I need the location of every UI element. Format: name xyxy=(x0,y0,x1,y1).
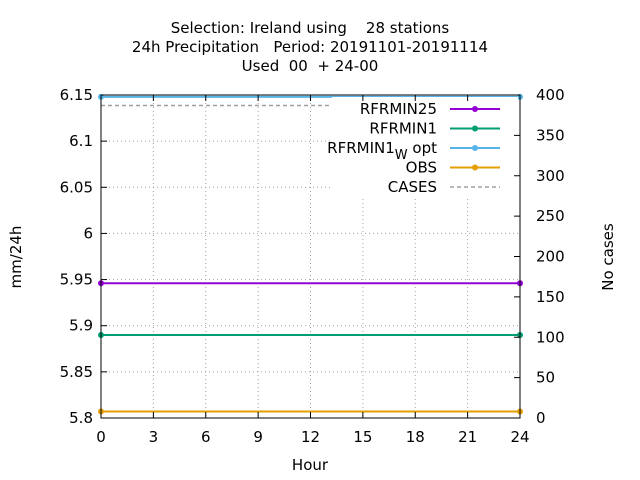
legend-label-5: CASES xyxy=(388,178,437,196)
series-layer xyxy=(98,93,523,415)
y2-tick-label: 0 xyxy=(536,409,546,427)
x-tick-label: 9 xyxy=(253,428,263,446)
axes: 5.8 5.85 5.9 5.95 6 6.05 6.1 6.15 0 3 6 9 12 15 18 21 24… xyxy=(60,86,565,446)
title-line-2: 24h Precipitation Period: 20191101-20191… xyxy=(132,38,488,56)
legend-label-2: RFRMIN1 xyxy=(369,120,437,138)
y2-tick-label: 250 xyxy=(536,207,565,225)
y-tick-label: 6.15 xyxy=(60,86,93,104)
x-tick-label: 3 xyxy=(149,428,159,446)
legend-marker-2 xyxy=(472,125,478,132)
x-tick-label: 18 xyxy=(406,428,425,446)
legend-label-4: OBS xyxy=(406,159,437,177)
y-tick-label: 6.1 xyxy=(69,132,93,150)
title-line-1: Selection: Ireland using 28 stations xyxy=(171,19,450,37)
legend-marker-4 xyxy=(472,164,478,171)
y-tick-label: 6.05 xyxy=(60,178,93,196)
legend-marker-3 xyxy=(472,145,478,151)
x-axis-label: Hour xyxy=(292,456,329,474)
x-tick-label: 15 xyxy=(353,428,372,446)
x-tick-label: 21 xyxy=(458,428,477,446)
y2-tick-label: 100 xyxy=(536,328,565,346)
x-tick-label: 24 xyxy=(510,428,529,446)
x-tick-label: 0 xyxy=(96,428,106,446)
y2-tick-label: 350 xyxy=(536,126,565,144)
x-tick-label: 6 xyxy=(201,428,211,446)
legend-marker-1 xyxy=(472,106,478,112)
y2-tick-label: 300 xyxy=(536,167,565,185)
y-tick-label: 5.85 xyxy=(60,363,93,381)
y2-axis-label: No cases xyxy=(599,223,617,291)
y-tick-label: 5.9 xyxy=(69,317,93,335)
y-tick-label: 6 xyxy=(83,224,93,242)
chart-title: Selection: Ireland using 28 stations 24h… xyxy=(132,19,488,75)
y-tick-label: 5.95 xyxy=(60,271,93,289)
y2-tick-label: 400 xyxy=(536,86,565,104)
legend-label-3: RFRMIN1W opt xyxy=(327,139,437,163)
title-line-3: Used 00 + 24-00 xyxy=(242,57,379,75)
legend-label-1: RFRMIN25 xyxy=(360,100,437,118)
y2-tick-label: 200 xyxy=(536,248,565,266)
y-tick-label: 5.8 xyxy=(69,409,93,427)
y-axis-label: mm/24h xyxy=(7,226,25,289)
y2-tick-label: 50 xyxy=(536,369,555,387)
x-tick-label: 12 xyxy=(301,428,320,446)
y2-tick-label: 150 xyxy=(536,288,565,306)
